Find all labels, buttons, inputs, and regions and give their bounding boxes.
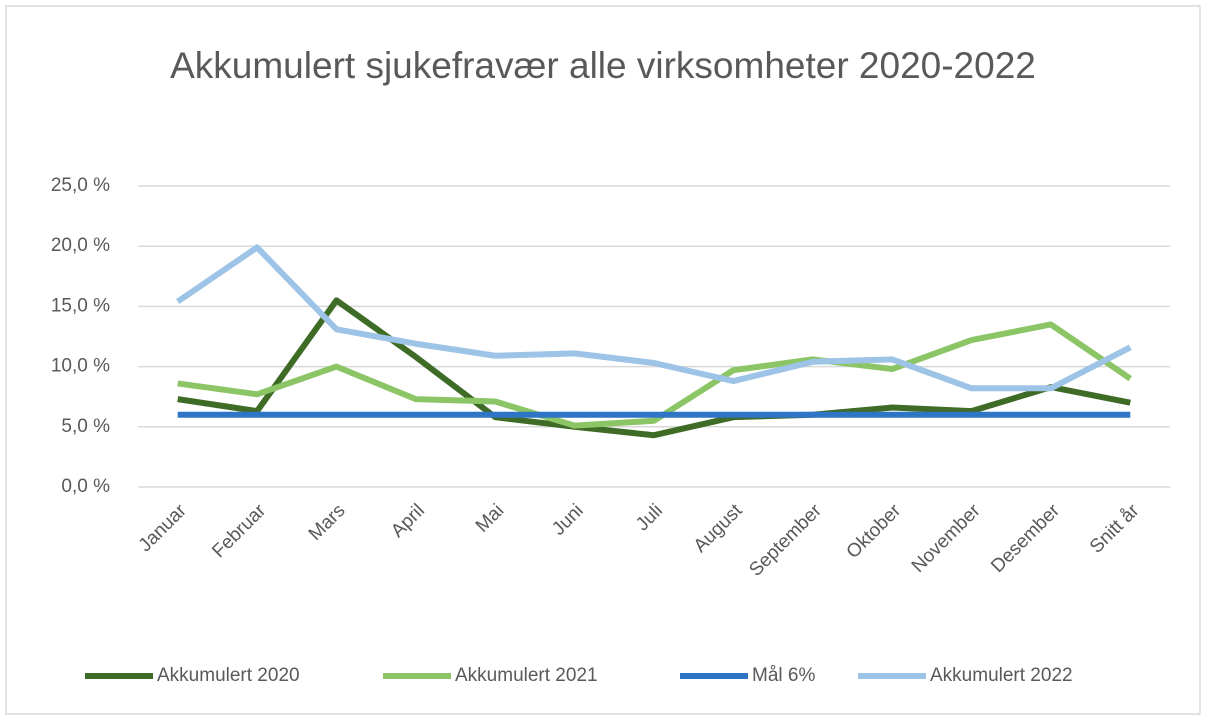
- x-tick-label: September: [745, 500, 826, 581]
- x-tick-label: Mai: [472, 500, 509, 537]
- x-tick-label: November: [908, 500, 985, 577]
- x-tick-label: Juli: [632, 500, 667, 535]
- legend-label: Akkumulert 2021: [455, 665, 598, 686]
- y-tick-label: 10,0 %: [51, 356, 110, 377]
- legend-label: Akkumulert 2022: [930, 665, 1073, 686]
- line-series: [176, 244, 1132, 392]
- y-tick-label: 0,0 %: [61, 476, 110, 497]
- line-series: [177, 321, 1132, 429]
- x-tick-label: Januar: [135, 500, 191, 556]
- y-tick-label: 25,0 %: [51, 175, 110, 196]
- y-tick-label: 5,0 %: [61, 416, 110, 437]
- legend-label: Akkumulert 2020: [157, 665, 300, 686]
- x-tick-label: August: [690, 500, 747, 557]
- legend-label: Mål 6%: [752, 665, 815, 686]
- y-tick-label: 15,0 %: [51, 295, 110, 316]
- x-tick-label: Snitt år: [1086, 500, 1144, 558]
- x-tick-label: Mars: [305, 500, 350, 545]
- x-tick-label: April: [387, 500, 429, 542]
- line-series: [177, 297, 1131, 439]
- y-tick-label: 20,0 %: [51, 235, 110, 256]
- chart-border: [5, 5, 1201, 715]
- chart-title: Akkumulert sjukefravær alle virksomheter…: [170, 45, 1036, 86]
- x-tick-label: Juni: [548, 500, 587, 539]
- x-tick-label: Oktober: [843, 500, 906, 563]
- x-tick-label: Februar: [208, 500, 270, 562]
- x-tick-label: Desember: [987, 500, 1064, 577]
